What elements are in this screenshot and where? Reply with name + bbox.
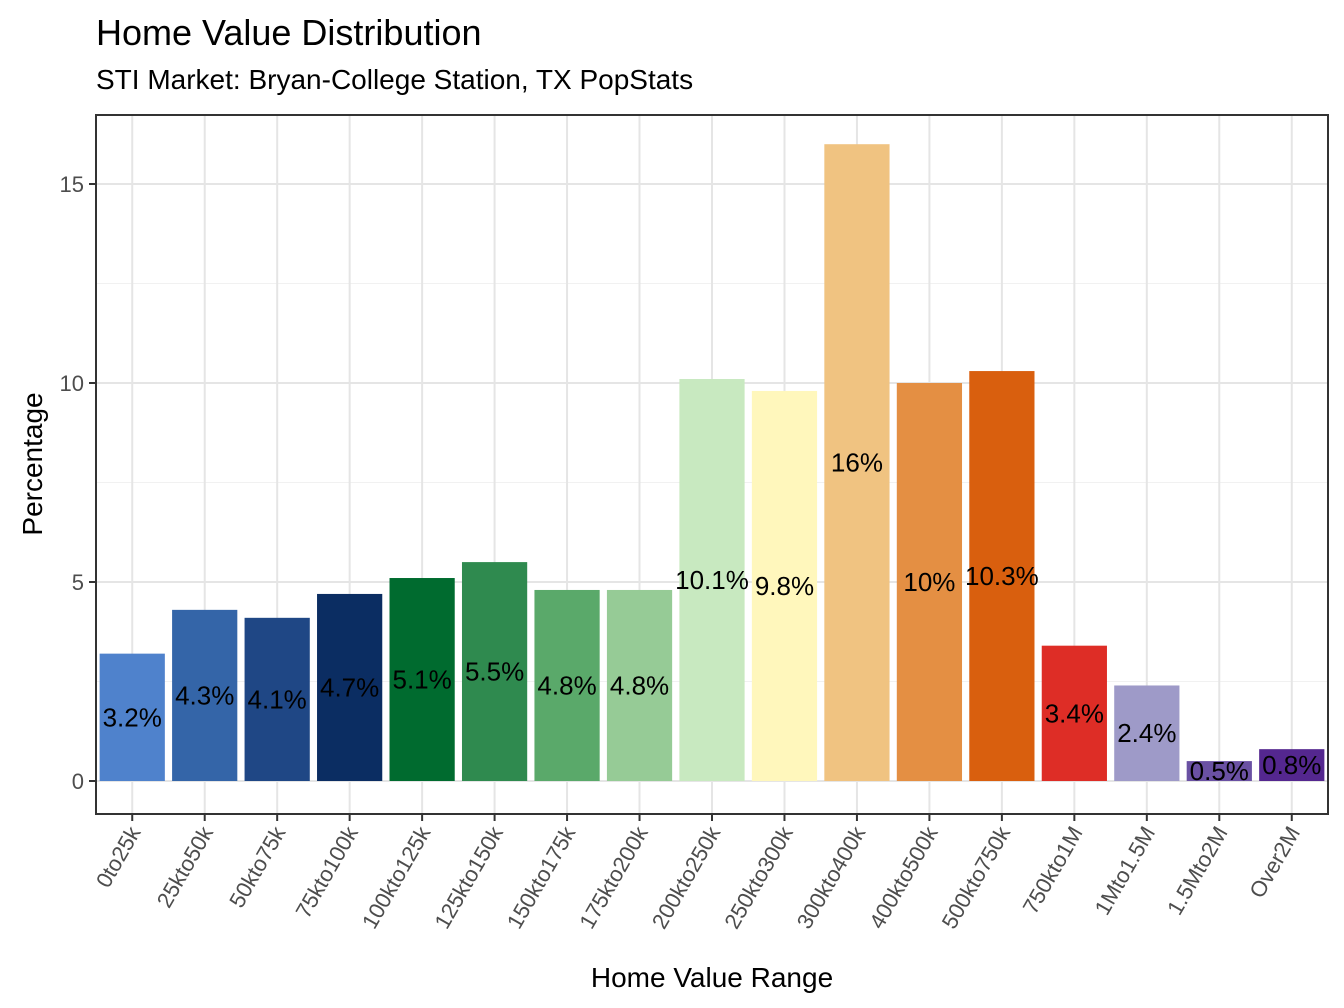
y-tick-label: 10 [60, 371, 84, 396]
x-tick-label: 1.5Mto2M [1162, 822, 1233, 919]
data-label: 4.7% [320, 672, 379, 702]
data-label: 3.4% [1045, 698, 1104, 728]
x-tick-label: 0to25k [91, 821, 146, 892]
x-tick-label: 25kto50k [152, 821, 219, 912]
data-label: 2.4% [1117, 718, 1176, 748]
x-tick-label: 1Mto1.5M [1090, 822, 1161, 919]
x-tick-label: 50kto75k [224, 821, 291, 912]
bar [534, 589, 600, 781]
y-tick-label: 0 [72, 769, 84, 794]
x-tick-label: 100kto125k [357, 821, 436, 933]
data-label: 0.5% [1190, 756, 1249, 786]
x-tick-label: 200kto250k [647, 821, 726, 933]
data-label: 4.1% [248, 684, 307, 714]
y-axis-title: Percentage [17, 392, 48, 535]
bar [969, 371, 1035, 781]
data-label: 16% [831, 448, 883, 478]
y-axis: 0 5 10 15 [60, 172, 96, 794]
bar [1041, 645, 1107, 781]
data-label: 4.8% [537, 670, 596, 700]
data-label: 5.5% [465, 657, 524, 687]
bar [606, 589, 673, 781]
bar [824, 144, 890, 781]
bar [461, 562, 528, 781]
data-label: 10.3% [965, 561, 1039, 591]
data-label: 10% [903, 567, 955, 597]
bar [99, 653, 165, 781]
data-label: 4.3% [175, 680, 234, 710]
data-label: 3.2% [103, 702, 162, 732]
x-tick-label: 400kto500k [864, 821, 943, 933]
x-tick-label: 250kto300k [719, 821, 798, 933]
x-tick-label: 750kto1M [1018, 822, 1088, 918]
data-label: 10.1% [675, 565, 749, 595]
bar [1186, 761, 1252, 781]
data-label: 5.1% [392, 665, 451, 695]
bar [1114, 685, 1180, 781]
x-axis-title: Home Value Range [591, 962, 833, 993]
bar [896, 383, 963, 781]
bar [751, 390, 818, 781]
bar [679, 379, 745, 781]
x-tick-label: 75kto100k [291, 821, 364, 922]
x-axis: 0to25k 25kto50k 50kto75k 75kto100k100kto125… [91, 814, 1305, 933]
data-label: 9.8% [755, 571, 814, 601]
x-tick-label: 300kto400k [792, 821, 871, 933]
x-tick-label: 125kto150k [429, 821, 508, 933]
y-tick-label: 15 [60, 172, 84, 197]
x-tick-label: Over2M [1244, 822, 1305, 902]
x-tick-label: 175kto200k [574, 821, 653, 933]
bar [244, 617, 310, 781]
data-label: 4.8% [610, 670, 669, 700]
y-tick-label: 5 [72, 570, 84, 595]
bars [99, 144, 1325, 781]
bar [1259, 749, 1325, 781]
chart-subtitle: STI Market: Bryan-College Station, TX Po… [96, 64, 694, 95]
data-label: 0.8% [1262, 750, 1321, 780]
chart-title: Home Value Distribution [96, 12, 482, 53]
bar [317, 593, 383, 781]
bar-labels: 3.2% 4.3% 4.1% 4.7% 5.1% 5.5% 4.8% 4.8% 10.1% 9.8… [103, 448, 1322, 786]
x-tick-label: 150kto175k [502, 821, 581, 933]
bar [172, 609, 238, 781]
bar [389, 578, 455, 781]
x-tick-label: 500kto750k [937, 821, 1016, 933]
